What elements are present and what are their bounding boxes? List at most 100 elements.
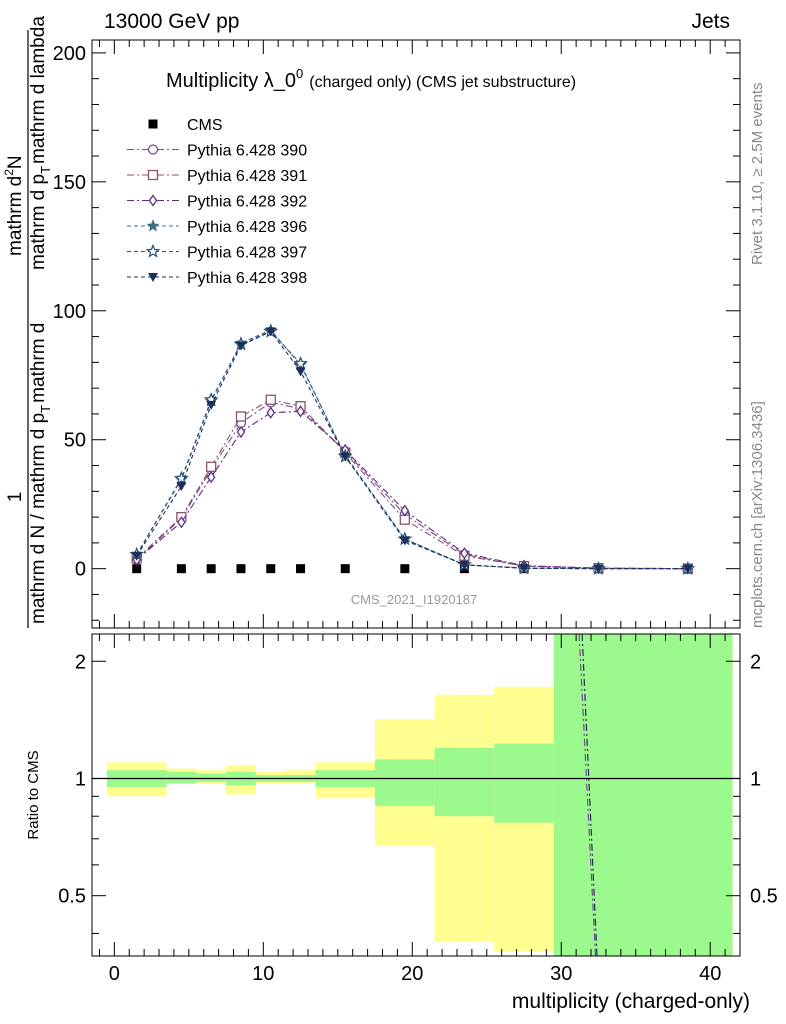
data-point-cms-7 [400,564,410,574]
legend-marker [148,194,158,207]
data-point-pythia-6-428-398-7 [399,536,410,546]
data-point-pythia-6-428-392-4 [266,406,276,419]
ylabel-den2-sub: T [38,166,53,174]
ylabel-num2-sup: 2 [2,169,16,176]
ratio-line-pythia-6-428-390 [578,633,597,957]
main-ylabel: 1 mathrm d N / mathrm d pTmathrm d mathr… [2,16,53,628]
ratio-band-stat [196,773,227,782]
plot-title-sup: 0 [296,66,303,81]
header-left: 13000 GeV pp [104,10,239,33]
ratio-lines-layer [92,633,740,957]
legend-entry-pythia-6-428-396: Pythia 6.428 396 [127,219,307,236]
series-line-pythia-6-428-392 [136,410,688,570]
legend-entry-pythia-6-428-391: Pythia 6.428 391 [127,168,307,185]
ratio-band-stat [434,747,495,817]
legend-marker [148,119,158,129]
analysis-id: CMS_2021_I1920187 [351,592,478,607]
ylabel-num2-d: mathrm d [5,176,26,256]
header-right: Jets [691,10,730,33]
ratio-y-tick-label: 0.5 [58,886,86,908]
data-point-pythia-6-428-397-1 [173,470,189,485]
data-point-pythia-6-428-398-5 [295,367,306,377]
ratio-plot: 0 10 20 30 40 0.5 0.5 1 1 2 2 [58,633,778,985]
series-line-pythia-6-428-391 [136,399,688,570]
series-line-pythia-6-428-396 [136,329,688,570]
ratio-band-stat [375,759,435,806]
data-point-cms-1 [176,564,186,574]
data-point-pythia-6-428-398-4 [265,327,276,337]
x-axis-label: multiplicity (charged-only) [512,990,750,1013]
ratio-y-tick-label: 2 [75,651,86,673]
data-point-pythia-6-428-392-3 [236,425,246,439]
series-pythia-6-428-396 [130,323,695,575]
ratio-plot-frame [91,633,741,957]
ratio-line-pythia-6-428-392 [581,633,598,957]
legend-entry-pythia-6-428-392: Pythia 6.428 392 [127,194,307,211]
ratio-band-total [434,694,495,943]
main-plot-frame [91,39,741,629]
ratio-band-stat [553,634,733,956]
legend-label: CMS [187,117,223,134]
ratio-y-tick-label-right: 1 [750,768,761,790]
series-line-pythia-6-428-397 [136,330,688,570]
series-pythia-6-428-392 [132,405,693,575]
plot-title: Multiplicity λ_00 (charged only) (CMS jet… [166,66,576,92]
ylabel-den2-text: mathrm d p [28,174,49,270]
main-axes: 0 50 100 150 200 [53,40,740,628]
data-point-pythia-6-428-392-7 [400,504,410,517]
legend-entry-cms: CMS [148,117,223,134]
legend-label: Pythia 6.428 392 [187,194,307,211]
ratio-axes: 0 10 20 30 40 0.5 0.5 1 1 2 2 [58,634,778,985]
data-point-cms-5 [296,564,306,574]
data-point-pythia-6-428-398-3 [235,341,246,351]
data-point-pythia-6-428-398-9 [519,564,529,574]
series-pythia-6-428-398 [131,327,693,574]
series-pythia-6-428-391 [131,394,694,574]
data-point-pythia-6-428-391-2 [206,461,217,472]
series-line-pythia-6-428-398 [136,330,688,570]
rivet-label: Rivet 3.1.10, ≥ 2.5M events [749,83,766,266]
ylabel-num2-n: N [5,155,26,169]
ratio-y-tick-label-right: 2 [750,651,761,673]
legend-label: Pythia 6.428 396 [187,219,307,236]
data-point-pythia-6-428-398-6 [340,452,351,462]
ylabel-den2-lambda: mathrm d lambda [28,16,49,164]
main-y-tick-label: 150 [53,172,86,194]
data-point-pythia-6-428-397-5 [293,355,308,370]
legend-entry-pythia-6-428-397: Pythia 6.428 397 [127,243,307,262]
data-point-pythia-6-428-398-1 [176,482,187,492]
legend-marker [147,144,159,155]
data-point-pythia-6-428-392-2 [206,470,216,484]
legend-label: Pythia 6.428 398 [187,270,307,287]
data-point-cms-3 [236,564,246,574]
series-pythia-6-428-397 [129,323,696,575]
data-point-cms-2 [206,564,216,574]
legend-marker [147,169,159,181]
main-y-tick-label: 200 [53,43,86,65]
main-plot: 0 50 100 150 200 [53,39,741,629]
ratio-ylabel: Ratio to CMS [25,750,42,839]
ylabel-den1-sub: T [38,405,53,413]
x-tick-label: 20 [401,963,423,985]
main-y-tick-label: 100 [53,301,86,323]
legend-entry-pythia-6-428-398: Pythia 6.428 398 [127,270,307,287]
data-point-pythia-6-428-392-1 [177,516,186,529]
ratio-band-stat [494,743,554,823]
data-point-pythia-6-428-398-10 [593,564,604,574]
plot-title-main: Multiplicity λ_0 [166,70,296,92]
legend-marker [146,219,160,232]
data-point-pythia-6-428-398-8 [459,560,470,570]
legend-entry-pythia-6-428-390: Pythia 6.428 390 [127,143,307,160]
legend-marker [145,243,161,258]
legend-label: Pythia 6.428 390 [187,143,307,160]
plot-title-small: (charged only) (CMS jet substructure) [309,74,576,91]
main-y-tick-label: 50 [64,430,86,452]
ylabel-denominator-1: mathrm d N / mathrm d pTmathrm d [28,323,53,624]
ratio-bands-layer [106,634,733,956]
data-point-cms-0 [132,564,142,574]
data-point-pythia-6-428-392-5 [296,405,305,418]
x-tick-label: 10 [252,963,274,985]
series-pythia-6-428-390 [131,397,694,574]
ylabel-num2-text: mathrm d [28,323,49,403]
